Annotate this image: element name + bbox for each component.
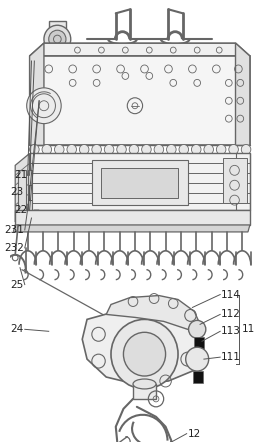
Text: 111: 111	[221, 352, 241, 362]
Circle shape	[30, 144, 39, 155]
Bar	[28, 170, 32, 225]
Text: 11: 11	[242, 324, 255, 334]
Bar	[194, 337, 204, 351]
Text: 113: 113	[221, 326, 241, 336]
Polygon shape	[82, 310, 202, 384]
Circle shape	[117, 144, 126, 155]
Bar	[193, 371, 203, 383]
Text: 24: 24	[11, 324, 24, 334]
Bar	[18, 170, 26, 225]
Circle shape	[142, 144, 151, 155]
Text: 22: 22	[14, 205, 28, 215]
Bar	[92, 160, 188, 205]
Bar	[133, 384, 156, 399]
Text: 12: 12	[188, 429, 201, 439]
Bar	[101, 168, 178, 198]
Polygon shape	[30, 153, 250, 210]
Polygon shape	[30, 43, 44, 145]
Polygon shape	[15, 210, 250, 225]
Ellipse shape	[133, 379, 156, 389]
Circle shape	[186, 347, 209, 371]
Polygon shape	[106, 295, 200, 329]
Text: 112: 112	[221, 309, 241, 319]
Text: 23: 23	[11, 187, 24, 197]
Polygon shape	[30, 56, 250, 145]
Circle shape	[44, 25, 71, 53]
Circle shape	[104, 144, 114, 155]
Polygon shape	[15, 153, 30, 222]
Bar	[223, 159, 247, 203]
Text: 25: 25	[11, 280, 24, 290]
Polygon shape	[13, 225, 250, 232]
Circle shape	[154, 144, 164, 155]
Text: 114: 114	[221, 290, 241, 299]
Circle shape	[79, 144, 89, 155]
Circle shape	[55, 144, 64, 155]
Circle shape	[92, 144, 101, 155]
Text: 232: 232	[4, 243, 24, 253]
Circle shape	[67, 144, 76, 155]
Circle shape	[27, 88, 61, 124]
Polygon shape	[235, 43, 250, 145]
Circle shape	[111, 319, 178, 389]
Bar	[49, 21, 66, 33]
Circle shape	[192, 144, 201, 155]
Polygon shape	[15, 210, 39, 225]
Circle shape	[42, 144, 52, 155]
Circle shape	[167, 144, 176, 155]
Circle shape	[123, 332, 165, 376]
Circle shape	[188, 320, 206, 338]
Text: 21: 21	[14, 170, 28, 180]
Circle shape	[49, 30, 66, 48]
Circle shape	[216, 144, 226, 155]
Circle shape	[229, 144, 238, 155]
Circle shape	[204, 144, 213, 155]
Circle shape	[129, 144, 139, 155]
Text: 231: 231	[4, 225, 24, 235]
Circle shape	[179, 144, 188, 155]
Polygon shape	[30, 43, 250, 56]
Circle shape	[241, 144, 251, 155]
